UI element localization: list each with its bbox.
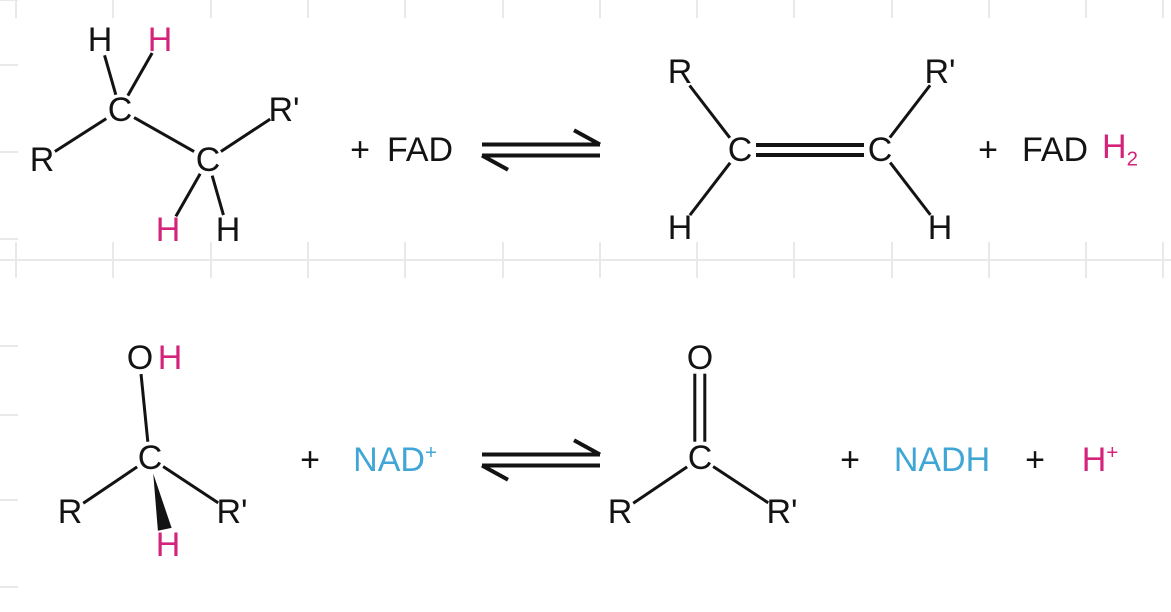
atom-H: H xyxy=(928,211,953,245)
atom-R: R xyxy=(30,143,55,177)
bond xyxy=(712,465,769,504)
nad-plus-label: NAD+ xyxy=(353,443,437,477)
fadh2-label: FAD xyxy=(1022,133,1088,167)
bond xyxy=(162,465,219,504)
atom-R': R' xyxy=(766,495,797,529)
fadh2-label: H2 xyxy=(1102,130,1138,170)
atom-R': R' xyxy=(268,93,299,127)
h-plus-label: H+ xyxy=(1082,443,1118,477)
bond xyxy=(55,117,108,153)
atom-C: C xyxy=(138,441,163,475)
nadh-label: NADH xyxy=(894,443,990,477)
bond xyxy=(756,153,864,156)
atom-C: C xyxy=(196,143,221,177)
atom-R: R xyxy=(668,55,693,89)
bond xyxy=(82,466,137,505)
equilibrium-arrow xyxy=(0,0,1171,612)
atom-H: H xyxy=(148,23,173,57)
atom-C: C xyxy=(688,441,713,475)
atom-R': R' xyxy=(216,495,247,529)
plus-sign: + xyxy=(978,133,998,167)
bond xyxy=(632,466,687,505)
plus-sign: + xyxy=(840,443,860,477)
bond xyxy=(220,117,271,152)
bond xyxy=(126,53,153,97)
atom-C: C xyxy=(728,133,753,167)
bond xyxy=(693,374,696,442)
atom-H: H xyxy=(158,341,183,375)
bond xyxy=(888,162,931,217)
bond xyxy=(688,162,731,217)
atom-O: O xyxy=(127,341,153,375)
plus-sign: + xyxy=(300,443,320,477)
atom-C: C xyxy=(108,93,133,127)
diagram-stage: CCRR'HHHH+FADCCRR'HH+FADH2COHRR'H+NAD+CO… xyxy=(0,0,1171,612)
fad-label: FAD xyxy=(387,133,453,167)
wedge-bond xyxy=(0,0,1171,612)
bond xyxy=(133,116,195,153)
atom-R: R xyxy=(608,495,633,529)
plus-sign: + xyxy=(1025,443,1045,477)
atom-H: H xyxy=(668,211,693,245)
atom-H: H xyxy=(216,213,241,247)
bond xyxy=(174,173,201,217)
atom-O: O xyxy=(687,341,713,375)
bond xyxy=(211,175,225,215)
bond xyxy=(756,143,864,146)
atom-H: H xyxy=(156,213,181,247)
atom-H: H xyxy=(156,528,181,562)
bond xyxy=(888,84,931,139)
atom-R: R xyxy=(58,495,83,529)
equilibrium-arrow xyxy=(0,0,1171,612)
bond xyxy=(703,374,706,442)
grid-ticks xyxy=(0,0,1171,612)
bond xyxy=(688,84,731,139)
atom-H: H xyxy=(88,23,113,57)
plus-sign: + xyxy=(350,133,370,167)
bond xyxy=(103,55,117,95)
atom-C: C xyxy=(868,133,893,167)
bond xyxy=(140,374,150,442)
